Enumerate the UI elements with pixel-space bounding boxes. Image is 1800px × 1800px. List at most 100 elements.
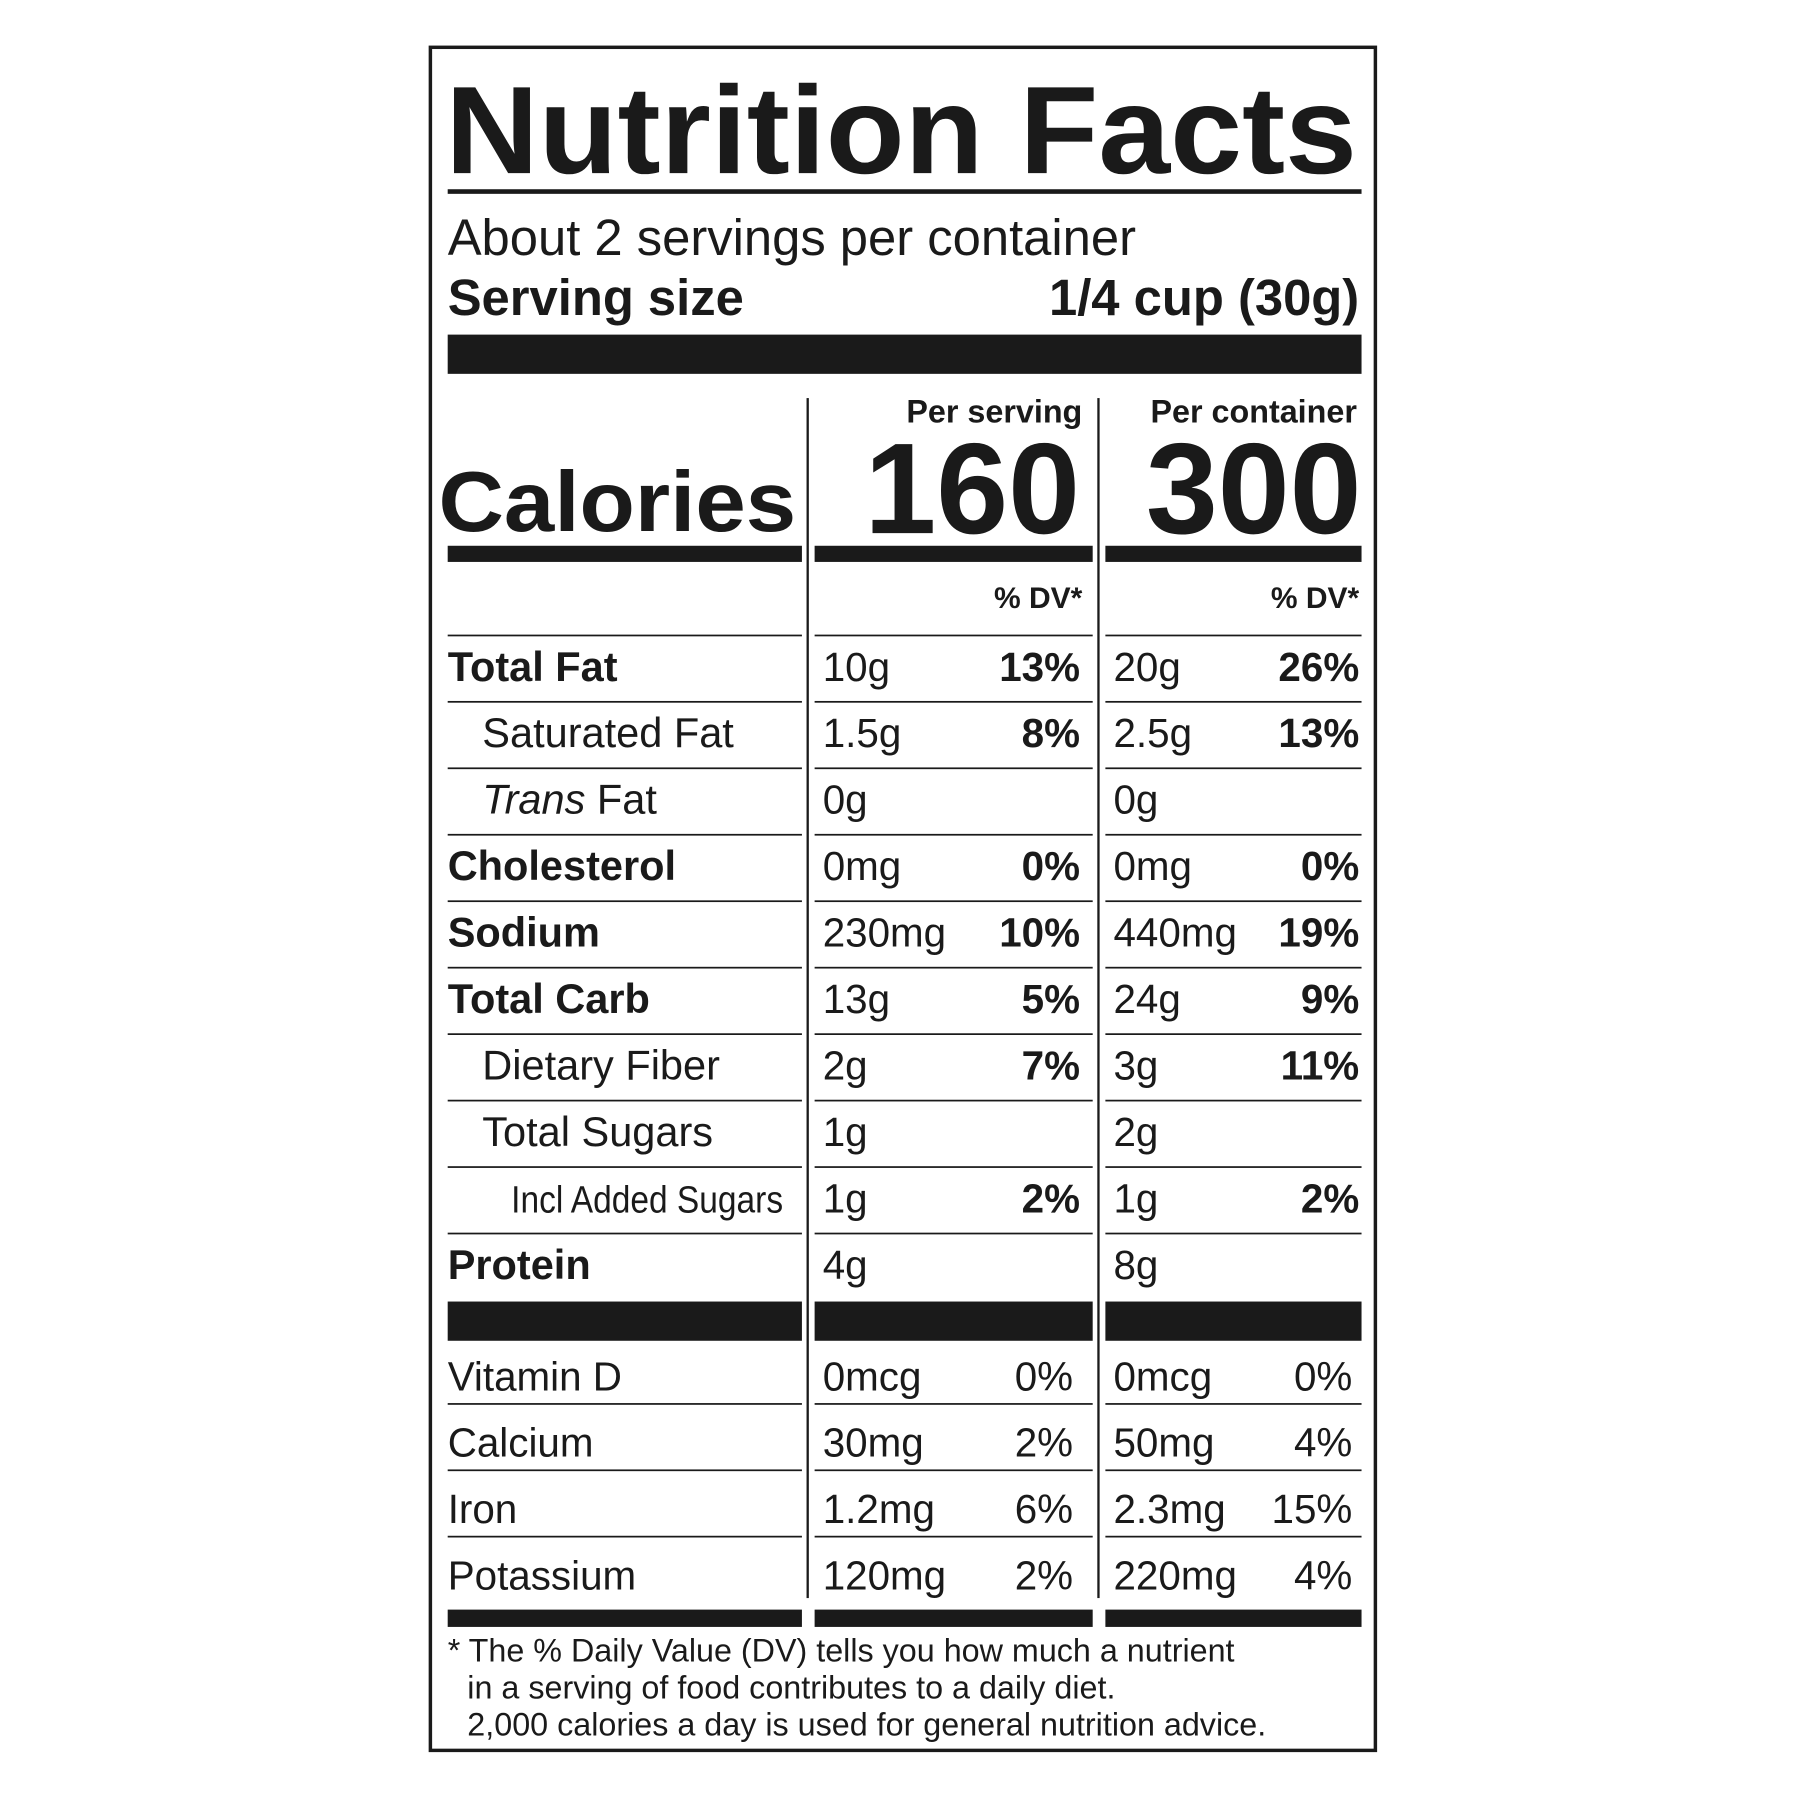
daily-value: 19% — [1278, 910, 1359, 956]
row-rule — [1105, 966, 1362, 969]
row-rule — [814, 1469, 1093, 1472]
row-rule — [447, 700, 802, 703]
nutrient-name: Total Carb — [448, 975, 650, 1022]
amount: 440mg — [1113, 910, 1236, 956]
daily-value: 2% — [1022, 1175, 1080, 1221]
column-header: Per container — [1151, 393, 1358, 429]
row-rule — [447, 966, 802, 969]
amount: 2.5g — [1113, 710, 1192, 756]
amount: 0mcg — [1113, 1353, 1212, 1399]
bar — [447, 1609, 802, 1627]
amount: 3g — [1113, 1043, 1158, 1089]
bar — [447, 545, 802, 562]
row-rule — [1105, 900, 1362, 903]
nutrient-name: Trans Fat — [482, 776, 657, 823]
row-rule — [814, 1166, 1093, 1168]
vitamin-name: Potassium — [448, 1552, 636, 1598]
bar — [814, 545, 1093, 562]
row-rule — [1105, 1099, 1362, 1102]
bar — [814, 1609, 1093, 1627]
rule — [447, 189, 1362, 194]
daily-value: 15% — [1271, 1486, 1352, 1532]
amount: 4g — [823, 1242, 868, 1288]
row-rule — [447, 634, 802, 637]
daily-value: 4% — [1294, 1420, 1352, 1466]
vitamin-name: Iron — [448, 1486, 518, 1532]
thick-bar — [447, 334, 1362, 374]
daily-value: 2% — [1301, 1175, 1359, 1221]
amount: 2g — [823, 1043, 868, 1089]
daily-value: 2% — [1015, 1552, 1073, 1598]
row-rule — [1105, 1166, 1362, 1168]
row-rule — [447, 1535, 802, 1538]
serving-size-value: 1/4 cup (30g) — [1049, 269, 1359, 326]
daily-value: 7% — [1022, 1043, 1080, 1089]
amount: 120mg — [823, 1552, 946, 1598]
calories-label: Calories — [438, 455, 796, 550]
nutrient-name: Sodium — [448, 909, 600, 956]
column-header: Per serving — [906, 393, 1082, 429]
amount: 1g — [823, 1109, 868, 1155]
row-rule — [814, 1033, 1093, 1035]
nutrient-name: Incl Added Sugars — [511, 1178, 783, 1220]
amount: 1.5g — [823, 710, 902, 756]
row-rule — [814, 767, 1093, 770]
calories-value: 160 — [864, 417, 1080, 561]
daily-value: 13% — [999, 644, 1080, 690]
dv-header: % DV* — [1271, 582, 1360, 615]
amount: 13g — [823, 976, 890, 1022]
row-rule — [447, 1099, 802, 1102]
footnote: 2,000 calories a day is used for general… — [467, 1706, 1266, 1742]
amount: 0mg — [1113, 843, 1192, 889]
daily-value: 0% — [1294, 1353, 1352, 1399]
daily-value: 13% — [1278, 710, 1359, 756]
daily-value: 6% — [1015, 1486, 1073, 1532]
daily-value: 8% — [1022, 710, 1080, 756]
amount: 1.2mg — [823, 1486, 935, 1532]
row-rule — [814, 833, 1093, 836]
daily-value: 0% — [1301, 843, 1359, 889]
row-rule — [447, 1232, 802, 1235]
row-rule — [1105, 1469, 1362, 1472]
bar — [814, 1301, 1093, 1341]
servings: About 2 servings per container — [448, 209, 1136, 266]
row-rule — [447, 1403, 802, 1405]
daily-value: 0% — [1022, 843, 1080, 889]
amount: 0g — [1113, 777, 1158, 823]
amount: 10g — [823, 644, 890, 690]
row-rule — [1105, 1232, 1362, 1235]
daily-value: 2% — [1015, 1420, 1073, 1466]
amount: 2g — [1113, 1109, 1158, 1155]
nutrient-name: Total Fat — [448, 643, 618, 690]
vitamin-name: Vitamin D — [448, 1353, 622, 1399]
nutrient-name: Saturated Fat — [482, 709, 734, 756]
footnote: * The % Daily Value (DV) tells you how m… — [448, 1633, 1235, 1669]
row-rule — [1105, 700, 1362, 703]
amount: 1g — [1113, 1175, 1158, 1221]
row-rule — [814, 966, 1093, 969]
row-rule — [447, 1033, 802, 1035]
calories-value: 300 — [1146, 417, 1362, 561]
daily-value: 0% — [1015, 1353, 1073, 1399]
nutrient-name: Total Sugars — [482, 1108, 713, 1155]
row-rule — [814, 634, 1093, 637]
nutrient-name: Cholesterol — [448, 842, 676, 889]
bar — [1105, 1609, 1362, 1627]
row-rule — [447, 767, 802, 770]
serving-size-label: Serving size — [448, 269, 744, 326]
dv-header: % DV* — [994, 582, 1083, 615]
row-rule — [447, 900, 802, 903]
row-rule — [447, 833, 802, 836]
daily-value: 9% — [1301, 976, 1359, 1022]
vitamin-name: Calcium — [448, 1420, 594, 1466]
footnote: in a serving of food contributes to a da… — [467, 1669, 1115, 1705]
amount: 30mg — [823, 1420, 924, 1466]
row-rule — [1105, 1033, 1362, 1035]
row-rule — [1105, 1535, 1362, 1538]
daily-value: 4% — [1294, 1552, 1352, 1598]
label-border — [428, 45, 1378, 1753]
bar — [1105, 545, 1362, 562]
amount: 220mg — [1113, 1552, 1236, 1598]
